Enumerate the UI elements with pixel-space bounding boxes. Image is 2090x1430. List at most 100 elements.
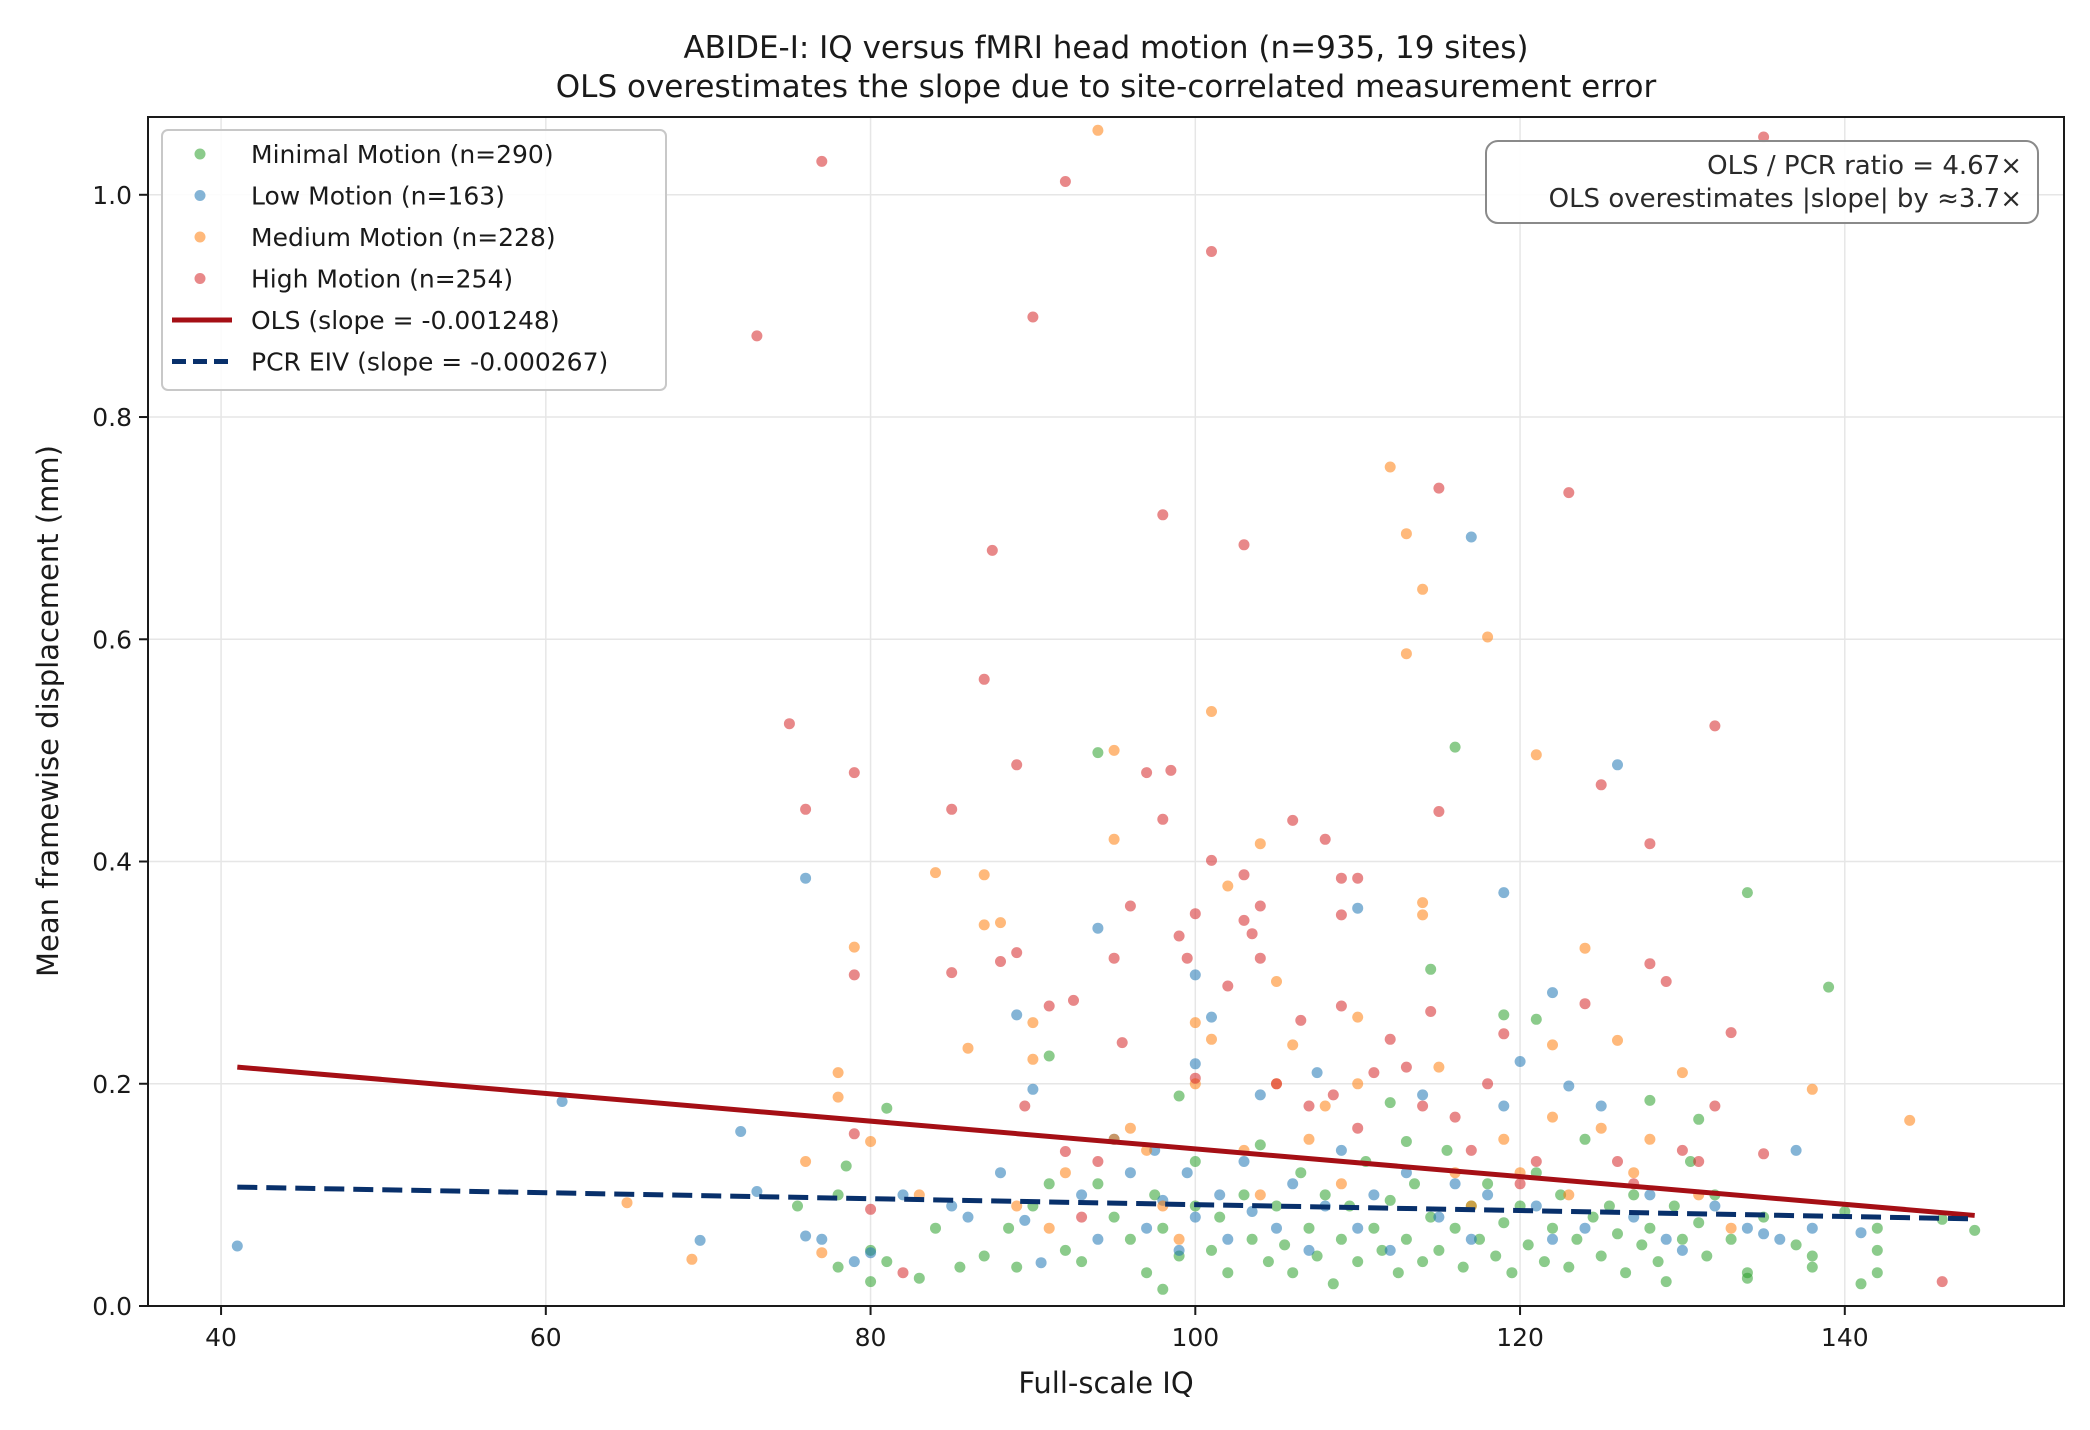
scatter-point-series-1 — [1271, 1222, 1282, 1234]
scatter-point-series-2 — [1417, 583, 1429, 595]
scatter-point-series-3 — [1238, 869, 1250, 881]
scatter-point-series-3 — [1612, 1156, 1623, 1167]
scatter-point-series-3 — [1660, 976, 1672, 987]
scatter-point-series-2 — [1628, 1167, 1640, 1179]
scatter-point-series-3 — [897, 1267, 909, 1279]
scatter-point-series-0 — [1668, 1200, 1680, 1212]
scatter-point-series-3 — [1335, 1000, 1347, 1012]
scatter-point-series-0 — [1579, 1133, 1591, 1145]
scatter-point-series-0 — [1409, 1178, 1420, 1190]
scatter-point-series-3 — [1206, 854, 1217, 866]
scatter-point-series-2 — [1141, 1144, 1153, 1156]
scatter-point-series-2 — [1644, 1133, 1656, 1145]
scatter-point-series-3 — [1595, 779, 1607, 791]
y-tick-label: 1.0 — [92, 181, 132, 210]
scatter-point-series-0 — [1295, 1167, 1307, 1179]
scatter-point-series-0 — [1254, 1139, 1266, 1151]
scatter-point-series-0 — [1571, 1233, 1583, 1245]
scatter-point-series-1 — [1612, 759, 1623, 771]
scatter-point-series-1 — [1563, 1080, 1575, 1092]
x-tick-label: 60 — [530, 1323, 562, 1352]
scatter-point-series-1 — [1741, 1222, 1753, 1234]
x-tick-label: 140 — [1821, 1323, 1869, 1352]
scatter-point-series-3 — [1352, 1122, 1364, 1134]
legend-box — [161, 129, 667, 391]
scatter-points — [231, 124, 1981, 1295]
scatter-point-series-0 — [1441, 1144, 1453, 1156]
scatter-point-series-3 — [1530, 1156, 1542, 1167]
scatter-point-series-3 — [1936, 1276, 1948, 1288]
scatter-point-series-2 — [1335, 1178, 1347, 1190]
scatter-point-series-0 — [840, 1160, 852, 1172]
scatter-point-series-0 — [1043, 1050, 1055, 1062]
scatter-point-series-3 — [1693, 1156, 1705, 1167]
scatter-point-series-1 — [1254, 1089, 1266, 1101]
scatter-point-series-0 — [1287, 1267, 1299, 1279]
scatter-point-series-0 — [881, 1102, 893, 1114]
chart-title: ABIDE-I: IQ versus fMRI head motion (n=9… — [683, 30, 1528, 66]
scatter-point-series-0 — [1400, 1233, 1412, 1245]
scatter-point-series-3 — [1189, 908, 1201, 920]
scatter-point-series-0 — [1482, 1178, 1494, 1190]
x-tick-label: 100 — [1171, 1323, 1219, 1352]
scatter-point-series-2 — [1482, 631, 1494, 643]
scatter-point-series-2 — [1595, 1122, 1607, 1134]
scatter-point-series-1 — [1027, 1083, 1039, 1095]
scatter-point-series-3 — [946, 967, 958, 979]
scatter-point-series-0 — [1498, 1217, 1510, 1229]
scatter-point-series-2 — [1725, 1222, 1737, 1234]
y-tick-label: 0.8 — [92, 403, 132, 432]
scatter-point-series-3 — [751, 330, 763, 342]
scatter-point-series-2 — [1433, 1061, 1445, 1073]
scatter-point-series-3 — [1676, 1144, 1688, 1156]
scatter-point-series-2 — [1417, 897, 1429, 909]
scatter-point-series-1 — [1246, 1206, 1258, 1217]
scatter-point-series-1 — [1433, 1211, 1445, 1223]
legend-label-series-3: High Motion (n=254) — [251, 265, 513, 294]
scatter-point-series-3 — [1319, 833, 1331, 845]
scatter-point-series-0 — [1076, 1256, 1088, 1268]
scatter-point-series-3 — [1433, 482, 1445, 494]
scatter-point-series-0 — [1555, 1189, 1567, 1201]
scatter-point-series-0 — [1871, 1244, 1883, 1256]
scatter-point-series-1 — [1709, 1200, 1721, 1212]
scatter-point-series-0 — [1279, 1239, 1291, 1251]
scatter-point-series-0 — [1246, 1233, 1258, 1245]
scatter-point-series-3 — [1482, 1078, 1494, 1090]
x-tick-label: 40 — [205, 1323, 237, 1352]
scatter-point-series-0 — [930, 1222, 941, 1234]
scatter-point-series-1 — [946, 1200, 958, 1212]
scatter-point-series-3 — [1019, 1100, 1031, 1112]
scatter-point-series-0 — [1141, 1267, 1153, 1279]
scatter-point-series-2 — [865, 1136, 877, 1147]
scatter-point-series-3 — [1189, 1072, 1201, 1084]
scatter-point-series-3 — [1173, 930, 1185, 942]
scatter-point-series-1 — [735, 1126, 747, 1137]
scatter-point-series-0 — [1124, 1233, 1136, 1245]
scatter-point-series-1 — [1547, 987, 1558, 999]
x-tick-label: 80 — [855, 1323, 887, 1352]
scatter-point-series-0 — [1741, 887, 1753, 899]
scatter-point-series-3 — [1644, 958, 1656, 970]
scatter-point-series-0 — [1303, 1222, 1315, 1234]
scatter-point-series-1 — [1806, 1222, 1818, 1234]
legend-marker-series-3 — [194, 273, 206, 284]
scatter-point-series-3 — [1644, 838, 1656, 850]
scatter-point-series-1 — [1530, 1200, 1542, 1212]
scatter-point-series-2 — [1547, 1111, 1558, 1123]
scatter-point-series-2 — [1530, 749, 1542, 761]
scatter-point-series-2 — [1352, 1011, 1364, 1023]
scatter-point-series-1 — [1400, 1167, 1412, 1179]
scatter-point-series-1 — [1855, 1227, 1867, 1239]
scatter-point-series-0 — [1449, 1222, 1461, 1234]
scatter-point-series-3 — [1059, 176, 1071, 187]
scatter-point-series-0 — [1522, 1239, 1534, 1251]
scatter-point-series-0 — [1425, 963, 1437, 975]
scatter-point-series-3 — [1222, 980, 1234, 992]
scatter-point-series-2 — [1092, 124, 1104, 136]
scatter-point-series-2 — [930, 867, 941, 879]
scatter-point-series-0 — [1092, 747, 1104, 759]
scatter-point-series-3 — [1238, 539, 1250, 551]
scatter-point-series-3 — [1287, 814, 1299, 826]
scatter-point-series-0 — [1644, 1094, 1656, 1106]
